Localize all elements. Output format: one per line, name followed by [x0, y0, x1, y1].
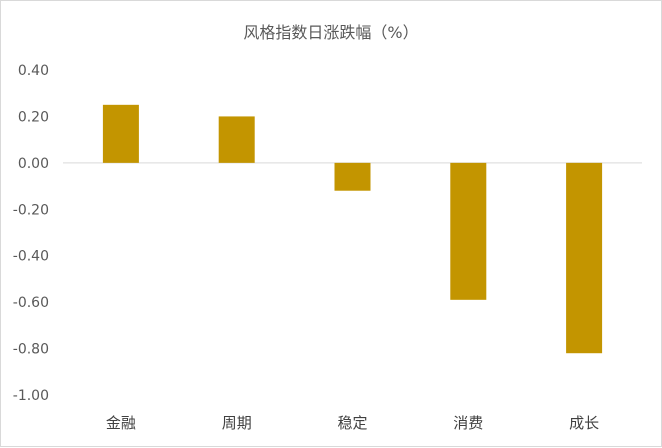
- y-axis-ticks: 0.40 0.20 0.00 -0.20 -0.40 -0.60 -0.80 -1.00: [13, 63, 49, 404]
- bar-2: [218, 116, 255, 163]
- x-category-label: 稳定: [337, 414, 367, 432]
- y-tick-label: 0.00: [18, 156, 49, 172]
- x-category-label: 成长: [569, 414, 599, 432]
- chart-title: 风格指数日涨跌幅（%）: [243, 23, 418, 42]
- y-tick-label: -0.60: [13, 295, 49, 311]
- x-category-label: 消费: [453, 414, 483, 432]
- bar-1: [102, 104, 139, 163]
- bar-4: [450, 162, 487, 300]
- bar-3: [334, 162, 371, 191]
- x-category-label: 周期: [222, 414, 252, 432]
- y-tick-label: -0.20: [13, 202, 49, 218]
- y-tick-label: -1.00: [13, 388, 49, 404]
- x-axis-ticks: 金融 周期 稳定 消费 成长: [106, 414, 599, 432]
- y-tick-label: 0.20: [18, 109, 49, 125]
- y-tick-label: -0.40: [13, 249, 49, 265]
- bars: [102, 104, 603, 354]
- y-tick-label: -0.80: [13, 342, 49, 358]
- y-tick-label: 0.40: [18, 63, 49, 79]
- x-category-label: 金融: [106, 414, 136, 432]
- bar-5: [566, 162, 603, 354]
